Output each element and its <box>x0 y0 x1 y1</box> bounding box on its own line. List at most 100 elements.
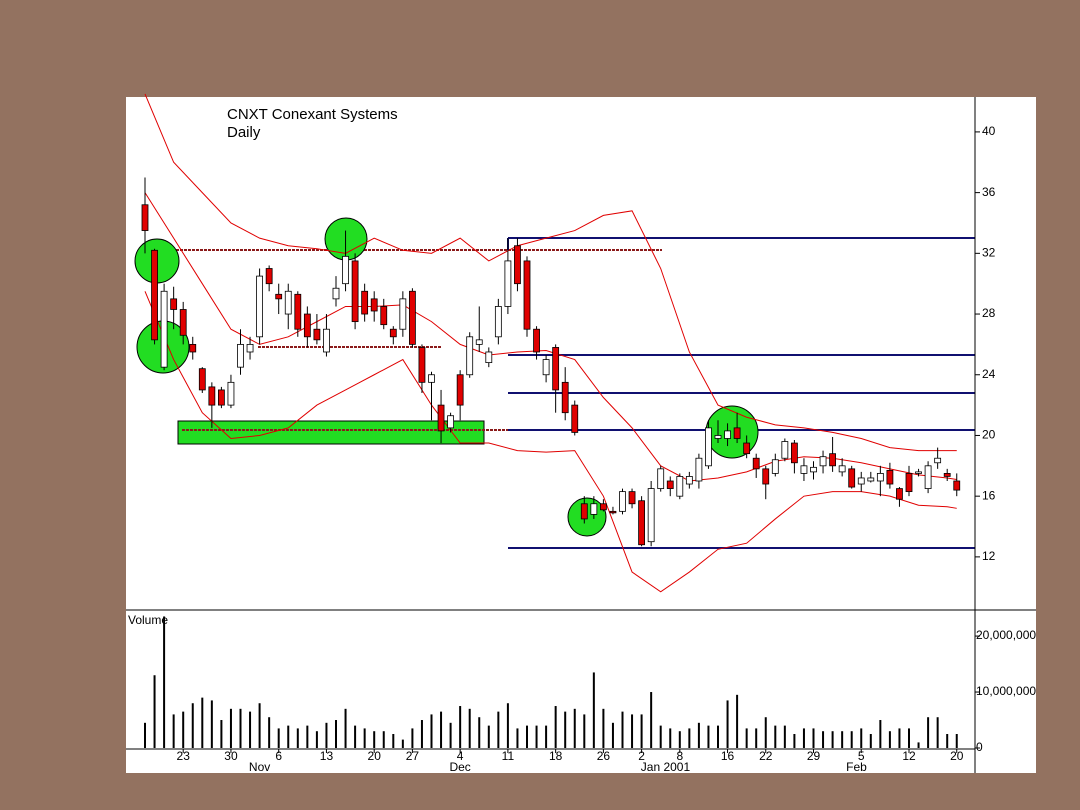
candle-body <box>953 480 961 491</box>
candle-body <box>915 471 922 474</box>
candle-body <box>294 293 302 330</box>
volume-bar <box>172 714 175 748</box>
volume-bar <box>927 717 930 748</box>
volume-bar <box>258 703 261 748</box>
volume-bar <box>506 703 509 748</box>
volume-bar <box>697 722 700 748</box>
candle-body <box>246 343 254 353</box>
candle-body <box>475 339 483 345</box>
candle-body <box>896 488 903 500</box>
candle-body <box>256 275 264 338</box>
y-tick-label: 0 <box>976 740 983 754</box>
candle-body <box>265 268 273 285</box>
candle-body <box>695 457 703 482</box>
volume-bar <box>535 725 538 748</box>
volume-bar <box>917 742 920 748</box>
candle-body <box>561 381 569 414</box>
candle-body <box>494 306 502 338</box>
volume-bar <box>268 717 271 748</box>
volume-bar <box>325 722 328 748</box>
volume-bar <box>936 717 939 748</box>
candle-body <box>284 290 292 315</box>
candle-body <box>934 457 942 464</box>
volume-bar <box>573 708 576 748</box>
candle-body <box>580 503 588 520</box>
candle-body <box>361 290 369 315</box>
x-tick-label: 22 <box>759 749 773 763</box>
volume-bar <box>545 725 548 748</box>
volume-bar <box>239 708 242 748</box>
candle-body <box>151 249 158 341</box>
volume-bar <box>745 728 748 748</box>
candle-body <box>198 368 206 391</box>
candle-body <box>408 290 416 345</box>
volume-bar <box>802 728 805 748</box>
volume-bar <box>411 728 414 748</box>
x-tick-label: 18 <box>549 749 563 763</box>
chart-subtitle: Daily <box>227 124 261 141</box>
volume-bar <box>955 734 958 748</box>
candle-body <box>351 260 359 323</box>
y-tick-label: 36 <box>982 185 996 199</box>
volume-bar <box>382 731 385 748</box>
candle-body <box>542 359 550 376</box>
volume-bar <box>908 728 910 748</box>
volume-bar <box>850 731 853 748</box>
candle-body <box>208 386 216 406</box>
volume-bar <box>144 722 146 748</box>
y-tick-label: 40 <box>982 124 996 138</box>
volume-bar <box>459 706 462 748</box>
volume-bar <box>564 711 567 748</box>
candle-body <box>924 465 932 489</box>
volume-bar <box>210 700 213 748</box>
candle-body <box>781 441 789 459</box>
candle-body <box>876 473 884 482</box>
volume-bar <box>516 728 519 748</box>
y-tick-label: 16 <box>982 488 996 502</box>
volume-bar <box>201 697 204 748</box>
candle-body <box>504 260 512 307</box>
volume-bar <box>440 711 443 748</box>
support-zone <box>177 420 485 445</box>
candle-body <box>676 476 684 497</box>
x-tick-label: 29 <box>807 749 821 763</box>
candle-body <box>600 503 607 511</box>
volume-bar <box>631 714 634 748</box>
month-label: Feb <box>846 760 867 774</box>
candle-body <box>857 477 865 485</box>
y-tick-label: 20 <box>982 428 996 442</box>
candle-body <box>810 466 817 473</box>
candle-body <box>647 488 655 543</box>
volume-bar <box>640 714 643 748</box>
candle-body <box>743 442 751 455</box>
volume-bar <box>831 731 834 748</box>
candle-body <box>313 328 321 341</box>
candle-body <box>848 468 856 488</box>
candle-body <box>705 427 712 467</box>
volume-bar <box>468 708 471 748</box>
volume-bar <box>946 734 949 748</box>
volume-bar <box>306 725 309 748</box>
bollinger-band <box>144 192 957 482</box>
highlight-circle <box>705 405 759 459</box>
volume-bar <box>898 728 901 748</box>
annotations <box>134 217 975 549</box>
volume-bar <box>401 739 404 748</box>
candle-body <box>619 491 626 512</box>
x-tick-label: 6 <box>275 749 282 763</box>
candle-body <box>466 336 474 376</box>
volume-bar <box>592 672 595 748</box>
candle-body <box>724 430 731 439</box>
x-tick-label: 26 <box>597 749 611 763</box>
candle-body <box>514 245 521 285</box>
candle-body <box>237 343 244 368</box>
volume-bar <box>621 711 624 748</box>
volume-bar <box>678 731 681 748</box>
candle-body <box>657 468 665 489</box>
candle-body <box>685 476 693 485</box>
candle-body <box>638 500 645 546</box>
volume-bar <box>420 720 423 748</box>
candle-body <box>552 347 560 391</box>
volume-bar <box>717 725 719 748</box>
volume-bar <box>650 692 653 748</box>
